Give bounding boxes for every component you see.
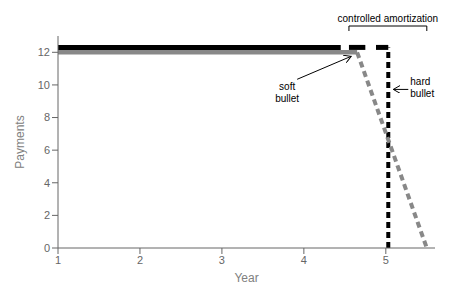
svg-text:Payments: Payments [13,115,27,168]
svg-text:5: 5 [383,254,389,266]
svg-text:12: 12 [38,46,50,58]
svg-text:10: 10 [38,79,50,91]
svg-text:8: 8 [44,111,50,123]
svg-text:3: 3 [219,254,225,266]
svg-text:2: 2 [44,209,50,221]
svg-text:softbullet: softbullet [275,81,299,104]
svg-text:0: 0 [44,242,50,254]
svg-text:4: 4 [301,254,307,266]
svg-text:4: 4 [44,177,50,189]
svg-text:6: 6 [44,144,50,156]
svg-text:2: 2 [137,254,143,266]
svg-text:Year: Year [234,271,258,285]
svg-text:1: 1 [55,254,61,266]
svg-text:controlled amortization: controlled amortization [338,13,439,24]
svg-text:hardbullet: hardbullet [410,76,434,99]
